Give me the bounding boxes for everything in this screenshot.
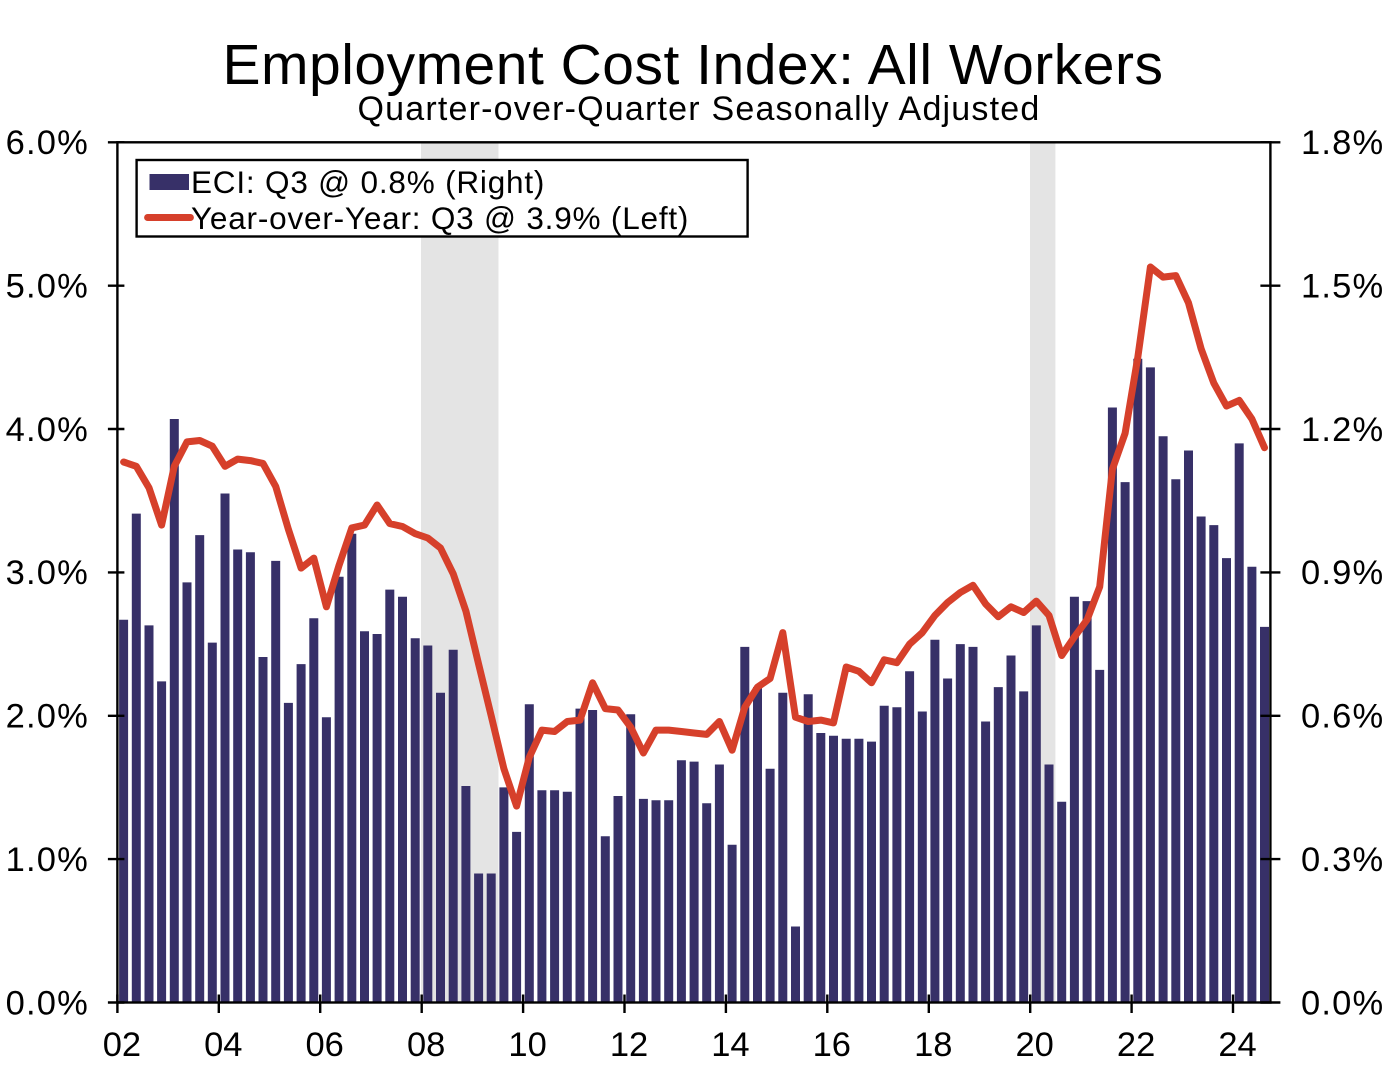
svg-text:18: 18	[914, 1026, 952, 1064]
svg-text:1.2%: 1.2%	[1301, 411, 1384, 449]
svg-text:5.0%: 5.0%	[6, 268, 89, 306]
svg-text:0.0%: 0.0%	[6, 984, 89, 1022]
svg-text:04: 04	[204, 1026, 242, 1064]
svg-text:Year-over-Year: Q3 @ 3.9% (Lef: Year-over-Year: Q3 @ 3.9% (Left)	[191, 200, 689, 236]
svg-text:24: 24	[1218, 1026, 1256, 1064]
svg-text:Employment Cost Index: All Wor: Employment Cost Index: All Workers	[223, 33, 1164, 97]
svg-text:20: 20	[1016, 1026, 1054, 1064]
svg-text:3.0%: 3.0%	[6, 554, 89, 592]
svg-text:1.8%: 1.8%	[1301, 124, 1384, 162]
svg-text:0.0%: 0.0%	[1301, 984, 1384, 1022]
svg-text:0.9%: 0.9%	[1301, 554, 1384, 592]
svg-text:14: 14	[711, 1026, 749, 1064]
svg-text:0.6%: 0.6%	[1301, 698, 1384, 736]
svg-text:1.5%: 1.5%	[1301, 268, 1384, 306]
svg-text:Quarter-over-Quarter Seasonall: Quarter-over-Quarter Seasonally Adjusted	[358, 90, 1041, 128]
svg-text:02: 02	[103, 1026, 141, 1064]
svg-text:ECI: Q3 @ 0.8% (Right): ECI: Q3 @ 0.8% (Right)	[191, 164, 545, 200]
svg-text:1.0%: 1.0%	[6, 841, 89, 879]
svg-text:12: 12	[610, 1026, 648, 1064]
svg-text:08: 08	[407, 1026, 445, 1064]
svg-text:6.0%: 6.0%	[6, 124, 89, 162]
svg-text:4.0%: 4.0%	[6, 411, 89, 449]
svg-text:16: 16	[813, 1026, 851, 1064]
svg-text:06: 06	[306, 1026, 344, 1064]
svg-text:22: 22	[1117, 1026, 1155, 1064]
svg-text:2.0%: 2.0%	[6, 698, 89, 736]
svg-text:10: 10	[508, 1026, 546, 1064]
svg-text:0.3%: 0.3%	[1301, 841, 1384, 879]
